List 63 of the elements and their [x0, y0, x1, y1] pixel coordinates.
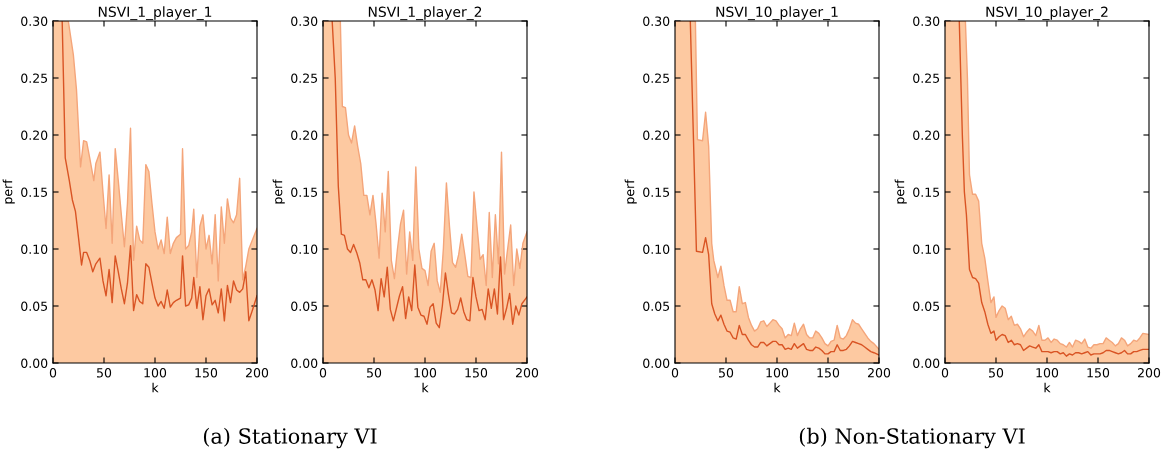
x-tick-label: 200 — [1137, 368, 1161, 378]
y-axis-title: perf — [894, 179, 907, 204]
x-axis-title: k — [422, 382, 429, 393]
y-tick-label: 0.15 — [643, 187, 670, 197]
x-tick-label: 200 — [515, 368, 539, 378]
y-tick-label: 0.25 — [913, 73, 940, 83]
y-tick-label: 0.00 — [913, 358, 940, 368]
x-tick-label: 0 — [671, 368, 679, 378]
y-tick-label: 0.20 — [643, 130, 670, 140]
y-tick-label: 0.20 — [291, 130, 318, 140]
y-tick-label: 0.30 — [21, 16, 48, 26]
x-tick-label: 0 — [319, 368, 327, 378]
y-tick-label: 0.05 — [21, 301, 48, 311]
y-tick-label: 0.30 — [913, 16, 940, 26]
y-tick-label: 0.00 — [21, 358, 48, 368]
y-tick-label: 0.25 — [643, 73, 670, 83]
chart-title: NSVI_10_player_1 — [716, 6, 838, 21]
y-tick-label: 0.00 — [291, 358, 318, 368]
x-tick-label: 50 — [989, 368, 1004, 378]
x-tick-label: 150 — [817, 368, 840, 378]
x-tick-label: 150 — [465, 368, 488, 378]
y-tick-label: 0.30 — [643, 16, 670, 26]
x-tick-label: 50 — [367, 368, 382, 378]
y-tick-label: 0.05 — [913, 301, 940, 311]
y-tick-label: 0.05 — [643, 301, 670, 311]
x-tick-label: 50 — [719, 368, 734, 378]
y-tick-label: 0.10 — [913, 244, 940, 254]
y-tick-label: 0.30 — [291, 16, 318, 26]
y-tick-label: 0.10 — [643, 244, 670, 254]
y-tick-label: 0.25 — [291, 73, 318, 83]
x-tick-label: 50 — [97, 368, 112, 378]
x-tick-label: 100 — [766, 368, 789, 378]
y-axis-title: perf — [2, 179, 15, 204]
x-tick-label: 200 — [245, 368, 269, 378]
line-series — [61, 21, 257, 322]
x-axis-title: k — [774, 382, 781, 393]
x-tick-label: 100 — [1036, 368, 1059, 378]
x-tick-label: 100 — [414, 368, 437, 378]
y-tick-label: 0.25 — [21, 73, 48, 83]
x-axis-title: k — [152, 382, 159, 393]
chart-title: NSVI_10_player_2 — [986, 6, 1108, 21]
x-tick-label: 150 — [1087, 368, 1110, 378]
y-axis-title: perf — [624, 179, 637, 204]
y-tick-label: 0.20 — [913, 130, 940, 140]
y-tick-label: 0.15 — [913, 187, 940, 197]
x-tick-label: 100 — [144, 368, 167, 378]
y-tick-label: 0.15 — [21, 187, 48, 197]
x-tick-label: 200 — [867, 368, 891, 378]
text: (a) Stationary VI — [203, 427, 377, 449]
x-tick-label: 0 — [941, 368, 949, 378]
text: (b) Non-Stationary VI — [799, 427, 1025, 449]
y-tick-label: 0.10 — [21, 244, 48, 254]
chart-title: NSVI_1_player_1 — [98, 6, 212, 21]
y-tick-label: 0.05 — [291, 301, 318, 311]
y-axis-title: perf — [272, 179, 285, 204]
y-tick-label: 0.10 — [291, 244, 318, 254]
y-tick-label: 0.20 — [21, 130, 48, 140]
y-tick-label: 0.00 — [643, 358, 670, 368]
y-tick-label: 0.15 — [291, 187, 318, 197]
x-tick-label: 150 — [195, 368, 218, 378]
x-tick-label: 0 — [49, 368, 57, 378]
chart-title: NSVI_1_player_2 — [368, 6, 482, 21]
x-axis-title: k — [1044, 382, 1051, 393]
